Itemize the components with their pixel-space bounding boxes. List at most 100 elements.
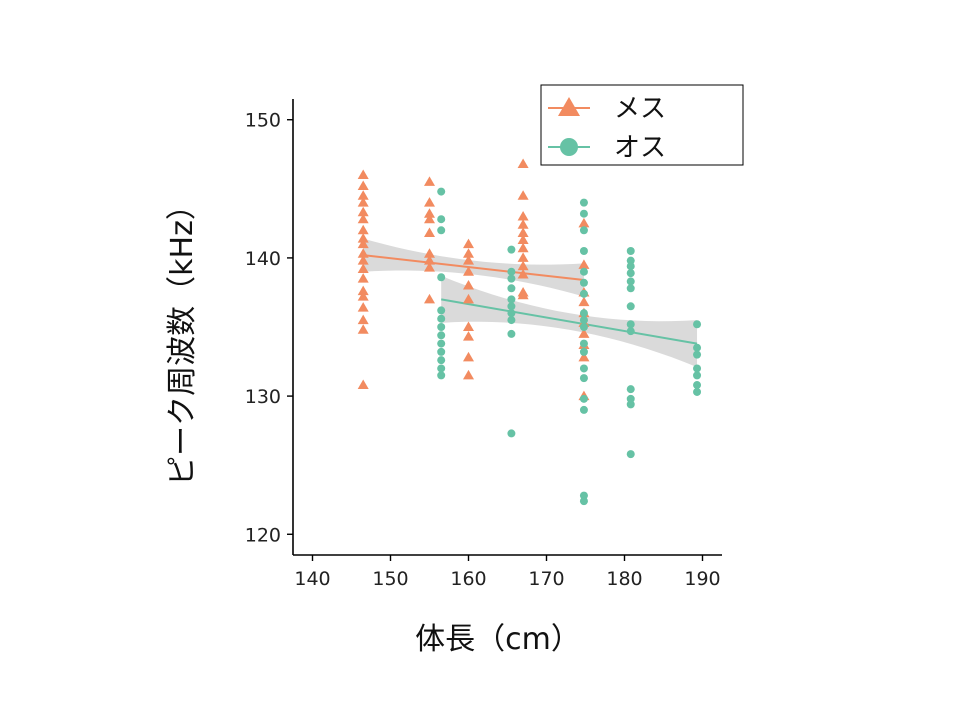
data-point-circle bbox=[626, 269, 635, 278]
data-point-circle bbox=[579, 323, 588, 331]
x-tick-label: 180 bbox=[606, 568, 642, 590]
data-point-triangle bbox=[357, 263, 369, 273]
data-point-circle bbox=[437, 314, 446, 323]
data-point-circle bbox=[437, 306, 446, 315]
data-point-triangle bbox=[578, 217, 590, 228]
y-tick-label: 120 bbox=[245, 524, 281, 546]
data-point-triangle bbox=[357, 302, 369, 312]
data-point-triangle bbox=[517, 289, 529, 300]
data-point-circle bbox=[579, 309, 588, 318]
data-point-circle bbox=[693, 350, 702, 359]
regression-lines bbox=[363, 254, 698, 345]
fit-line-male bbox=[441, 298, 698, 345]
data-point-triangle bbox=[424, 227, 435, 238]
legend: メス オス bbox=[540, 84, 744, 166]
data-point-triangle bbox=[578, 351, 590, 362]
data-point-circle bbox=[579, 267, 588, 276]
data-point-circle bbox=[437, 215, 446, 224]
data-point-circle bbox=[437, 273, 446, 282]
data-point-triangle bbox=[357, 180, 369, 191]
data-point-triangle bbox=[424, 248, 435, 258]
data-point-triangle bbox=[424, 197, 435, 207]
data-point-triangle bbox=[357, 190, 369, 200]
data-point-triangle bbox=[357, 285, 369, 296]
data-point-triangle bbox=[463, 351, 474, 362]
data-point-triangle bbox=[357, 248, 369, 258]
data-point-circle bbox=[437, 356, 446, 365]
data-point-circle bbox=[507, 316, 516, 325]
data-point-circle bbox=[693, 371, 702, 380]
x-tick-label: 150 bbox=[372, 568, 408, 590]
data-point-circle bbox=[626, 385, 635, 394]
x-axis-ticks: 140 150 160 170 180 190 bbox=[294, 555, 721, 590]
data-point-triangle bbox=[517, 210, 529, 221]
data-point-circle bbox=[579, 374, 588, 383]
data-point-triangle bbox=[463, 238, 474, 249]
data-point-triangle bbox=[357, 197, 369, 207]
data-point-circle bbox=[579, 289, 588, 298]
data-point-circle bbox=[579, 491, 588, 500]
data-point-circle bbox=[507, 329, 516, 338]
data-point-circle bbox=[437, 331, 446, 340]
data-point-circle bbox=[693, 320, 702, 329]
x-axis-title: 体長（cm） bbox=[415, 622, 581, 657]
data-point-triangle bbox=[357, 255, 369, 265]
data-point-circle bbox=[437, 339, 446, 348]
data-point-circle bbox=[579, 226, 588, 235]
data-point-circle bbox=[626, 394, 635, 403]
data-point-circle bbox=[579, 364, 588, 373]
data-point-circle bbox=[437, 347, 446, 356]
data-point-triangle bbox=[517, 219, 529, 229]
y-axis-title: ピーク周波数（kHz） bbox=[165, 190, 200, 486]
data-point-triangle bbox=[463, 331, 474, 341]
data-point-circle bbox=[579, 394, 588, 403]
data-point-triangle bbox=[463, 248, 474, 258]
data-points bbox=[357, 158, 702, 506]
x-tick-label: 140 bbox=[294, 568, 330, 590]
data-point-triangle bbox=[424, 208, 435, 218]
legend-circle-icon bbox=[560, 138, 578, 156]
data-point-circle bbox=[507, 309, 516, 318]
data-point-circle bbox=[437, 323, 446, 331]
axes bbox=[292, 99, 722, 556]
data-point-circle bbox=[579, 339, 588, 348]
data-point-circle bbox=[693, 387, 702, 396]
data-point-triangle bbox=[357, 273, 369, 283]
confidence-bands bbox=[363, 238, 698, 368]
data-point-circle bbox=[693, 343, 702, 352]
data-point-circle bbox=[507, 274, 516, 283]
data-point-circle bbox=[626, 277, 635, 286]
data-point-circle bbox=[626, 302, 635, 311]
data-point-triangle bbox=[517, 268, 529, 279]
x-tick-label: 160 bbox=[450, 568, 486, 590]
data-point-circle bbox=[626, 450, 635, 459]
data-point-circle bbox=[579, 198, 588, 207]
data-point-circle bbox=[437, 187, 446, 196]
data-point-circle bbox=[507, 245, 516, 254]
data-point-triangle bbox=[463, 321, 474, 331]
data-point-triangle bbox=[463, 280, 474, 290]
data-point-circle bbox=[507, 302, 516, 311]
data-point-circle bbox=[693, 364, 702, 373]
y-axis-ticks: 120 130 140 150 bbox=[245, 110, 293, 546]
legend-triangle-icon bbox=[558, 97, 580, 116]
data-point-circle bbox=[579, 347, 588, 356]
data-point-triangle bbox=[463, 266, 474, 276]
data-point-circle bbox=[579, 316, 588, 325]
data-point-circle bbox=[507, 429, 516, 438]
fit-line-female bbox=[363, 254, 585, 282]
data-point-triangle bbox=[517, 234, 529, 244]
data-point-circle bbox=[626, 320, 635, 329]
data-point-circle bbox=[579, 497, 588, 506]
data-point-triangle bbox=[424, 262, 435, 272]
data-point-triangle bbox=[357, 233, 369, 243]
data-point-triangle bbox=[357, 379, 369, 390]
data-point-triangle bbox=[463, 369, 474, 380]
data-point-circle bbox=[579, 405, 588, 414]
data-point-circle bbox=[507, 267, 516, 276]
data-point-triangle bbox=[424, 176, 435, 186]
data-point-circle bbox=[579, 247, 588, 255]
data-point-circle bbox=[626, 284, 635, 293]
data-point-circle bbox=[626, 400, 635, 409]
